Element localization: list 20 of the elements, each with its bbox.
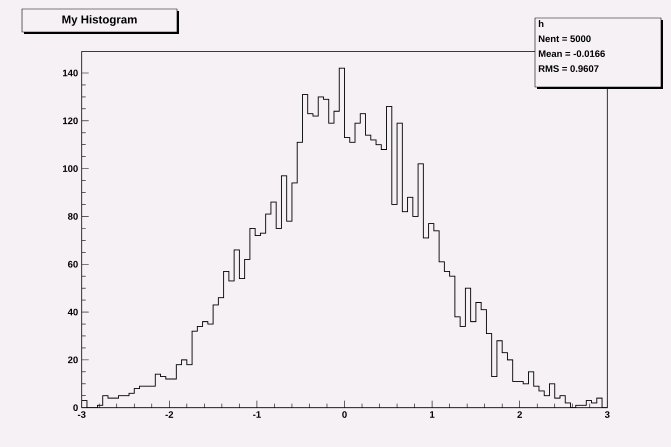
annotation: Mean = -0.0166 bbox=[538, 50, 605, 58]
y-tick-label: 20 bbox=[68, 356, 78, 364]
text: Nent = 5000 bbox=[538, 35, 591, 42]
annotation: RMS = 0.9607 bbox=[538, 65, 599, 72]
x-tick-label: -1 bbox=[253, 411, 261, 418]
y-tick-label: 100 bbox=[62, 165, 78, 172]
text: h bbox=[538, 20, 544, 28]
x-tick-label: -3 bbox=[78, 411, 86, 418]
x-tick-label: 1 bbox=[430, 411, 434, 418]
x-tick-label: -2 bbox=[165, 411, 174, 418]
y-tick-label: 0 bbox=[73, 404, 78, 412]
y-tick-label: 60 bbox=[68, 260, 78, 268]
chart-title: My Histogram bbox=[62, 15, 137, 26]
y-tick-label: 80 bbox=[68, 213, 78, 220]
x-tick-label: 3 bbox=[604, 411, 610, 418]
x-tick-label: 2 bbox=[517, 411, 522, 418]
y-tick-label: 120 bbox=[62, 117, 78, 124]
y-tick-label: 40 bbox=[68, 308, 78, 316]
x-tick-label: 0 bbox=[342, 411, 347, 418]
y-tick-label: 140 bbox=[62, 70, 78, 76]
